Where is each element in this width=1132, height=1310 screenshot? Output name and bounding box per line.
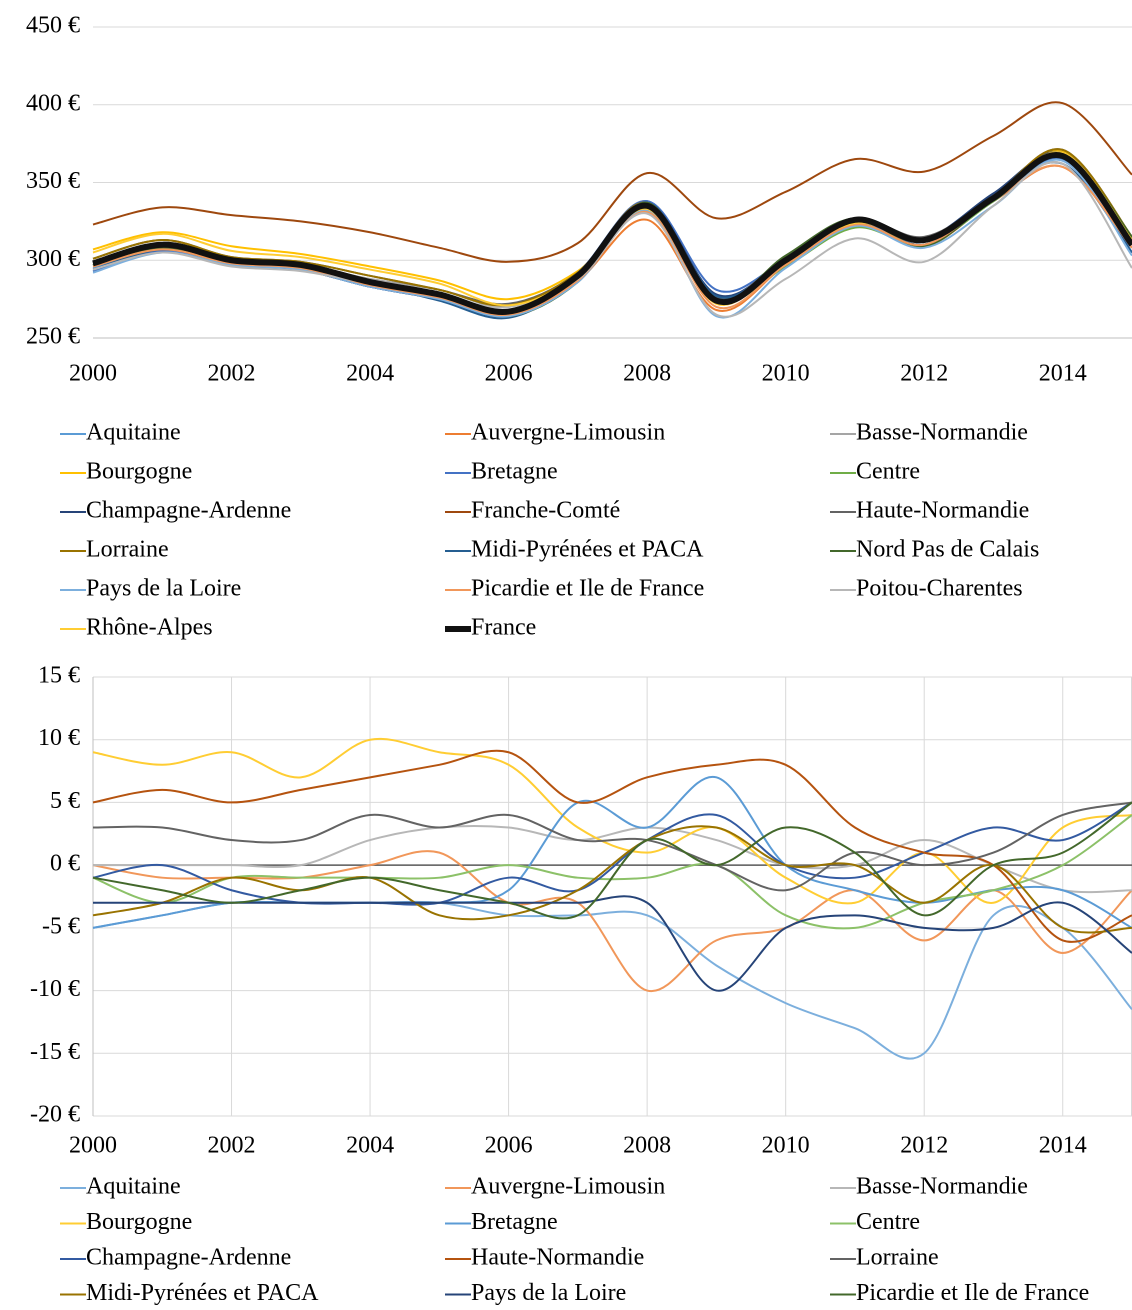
legend-label: Auvergne-Limousin: [471, 420, 665, 446]
x-tick-label: 2012: [900, 361, 948, 387]
x-tick-label: 2002: [208, 361, 256, 387]
y-tick-label: 450 €: [26, 13, 80, 39]
x-tick-label: 2000: [69, 1133, 117, 1159]
series-line: [92, 101, 1132, 263]
x-tick-label: 2000: [69, 361, 117, 387]
x-tick-label: 2014: [1039, 1133, 1087, 1159]
y-tick-label: 250 €: [26, 324, 80, 350]
legend-label: Aquitaine: [86, 420, 181, 446]
legend-label: Bretagne: [471, 1209, 558, 1235]
series-line: [92, 161, 1132, 320]
series-line: [92, 776, 1132, 929]
series-line: [92, 900, 1132, 1060]
legend-label: Picardie et Ile de France: [856, 1280, 1089, 1306]
x-tick-label: 2010: [762, 361, 810, 387]
series-line: [92, 164, 1132, 317]
x-tick-label: 2004: [346, 361, 394, 387]
y-tick-label: 0 €: [50, 851, 80, 877]
legend-label: Franche-Comté: [471, 498, 620, 524]
series-line: [93, 824, 1132, 894]
legend-label: Bourgogne: [86, 1209, 192, 1235]
x-tick-label: 2006: [485, 361, 533, 387]
y-tick-label: 15 €: [38, 663, 80, 689]
x-tick-label: 2010: [762, 1133, 810, 1159]
series-line: [92, 825, 1132, 934]
legend-label: Haute-Normandie: [856, 498, 1029, 524]
y-tick-label: 10 €: [38, 725, 80, 751]
legend-label: Picardie et Ile de France: [471, 576, 704, 602]
x-tick-label: 2006: [485, 1133, 533, 1159]
series-line: [92, 801, 1132, 920]
legend-label: France: [471, 615, 536, 641]
series-line: [92, 161, 1132, 318]
x-tick-label: 2008: [623, 361, 671, 387]
legend-label: Lorraine: [856, 1245, 939, 1271]
series-line: [92, 148, 1132, 306]
legend-label: Basse-Normandie: [856, 1174, 1028, 1200]
y-tick-label: 400 €: [26, 90, 80, 116]
legend-label: Aquitaine: [86, 1174, 181, 1200]
series-line: [92, 149, 1132, 301]
legend-label: Pays de la Loire: [471, 1280, 626, 1306]
legend-label: Poitou-Charentes: [856, 576, 1023, 602]
x-tick-label: 2008: [623, 1133, 671, 1159]
legend-label: Rhône-Alpes: [86, 615, 213, 641]
x-tick-label: 2012: [900, 1133, 948, 1159]
legend-label: Pays de la Loire: [86, 576, 241, 602]
y-tick-label: -20 €: [30, 1102, 80, 1128]
y-tick-label: -10 €: [30, 976, 80, 1002]
legend-label: Nord Pas de Calais: [856, 537, 1039, 563]
y-tick-label: -5 €: [42, 913, 80, 939]
series-line: [92, 801, 1132, 906]
series-line: [92, 152, 1132, 315]
legend-label: Champagne-Ardenne: [86, 1245, 291, 1271]
series-line: [92, 850, 1132, 993]
legend-label: Centre: [856, 459, 920, 485]
series-line: [93, 895, 1132, 992]
legend-label: Auvergne-Limousin: [471, 1174, 665, 1200]
series-line: [92, 158, 1132, 319]
legend-label: Midi-Pyrénées et PACA: [86, 1280, 319, 1306]
legend-label: Midi-Pyrénées et PACA: [471, 537, 704, 563]
legend-label: Champagne-Ardenne: [86, 498, 291, 524]
y-tick-label: -15 €: [30, 1039, 80, 1065]
legend-label: Bourgogne: [86, 459, 192, 485]
legend-label: Lorraine: [86, 537, 169, 563]
legend-label: Basse-Normandie: [856, 420, 1028, 446]
series-line: [92, 801, 1132, 892]
y-tick-label: 5 €: [50, 788, 80, 814]
series-line: [92, 814, 1132, 930]
legend-label: Bretagne: [471, 459, 558, 485]
legend-label: Haute-Normandie: [471, 1245, 644, 1271]
x-tick-label: 2002: [208, 1133, 256, 1159]
x-tick-label: 2014: [1039, 361, 1087, 387]
x-tick-label: 2004: [346, 1133, 394, 1159]
legend-label: Centre: [856, 1209, 920, 1235]
y-tick-label: 300 €: [26, 246, 80, 272]
y-tick-label: 350 €: [26, 168, 80, 194]
